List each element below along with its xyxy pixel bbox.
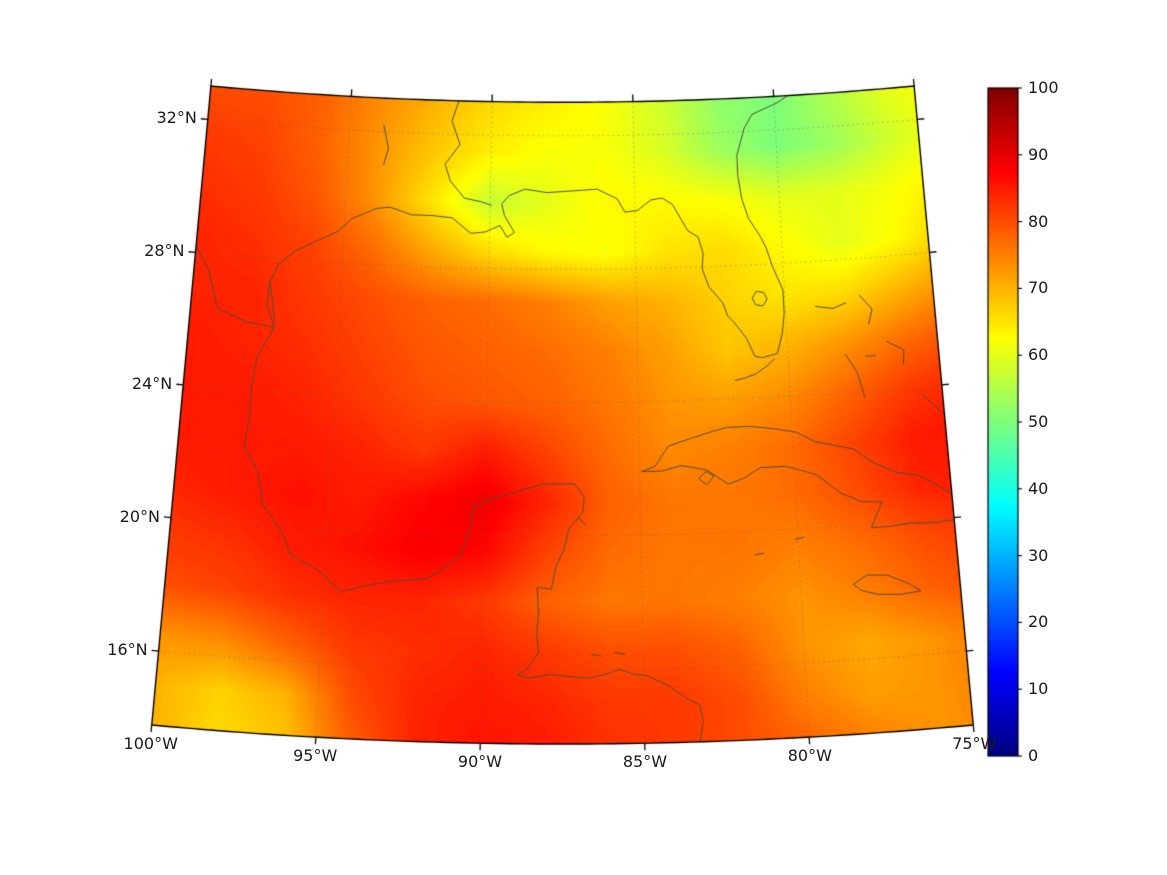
- map-plot-canvas: [0, 0, 1167, 875]
- figure: 100°W 95°W 90°W 85°W 80°W 75°W 32°N 28°N 24°N 20°…: [0, 0, 1167, 875]
